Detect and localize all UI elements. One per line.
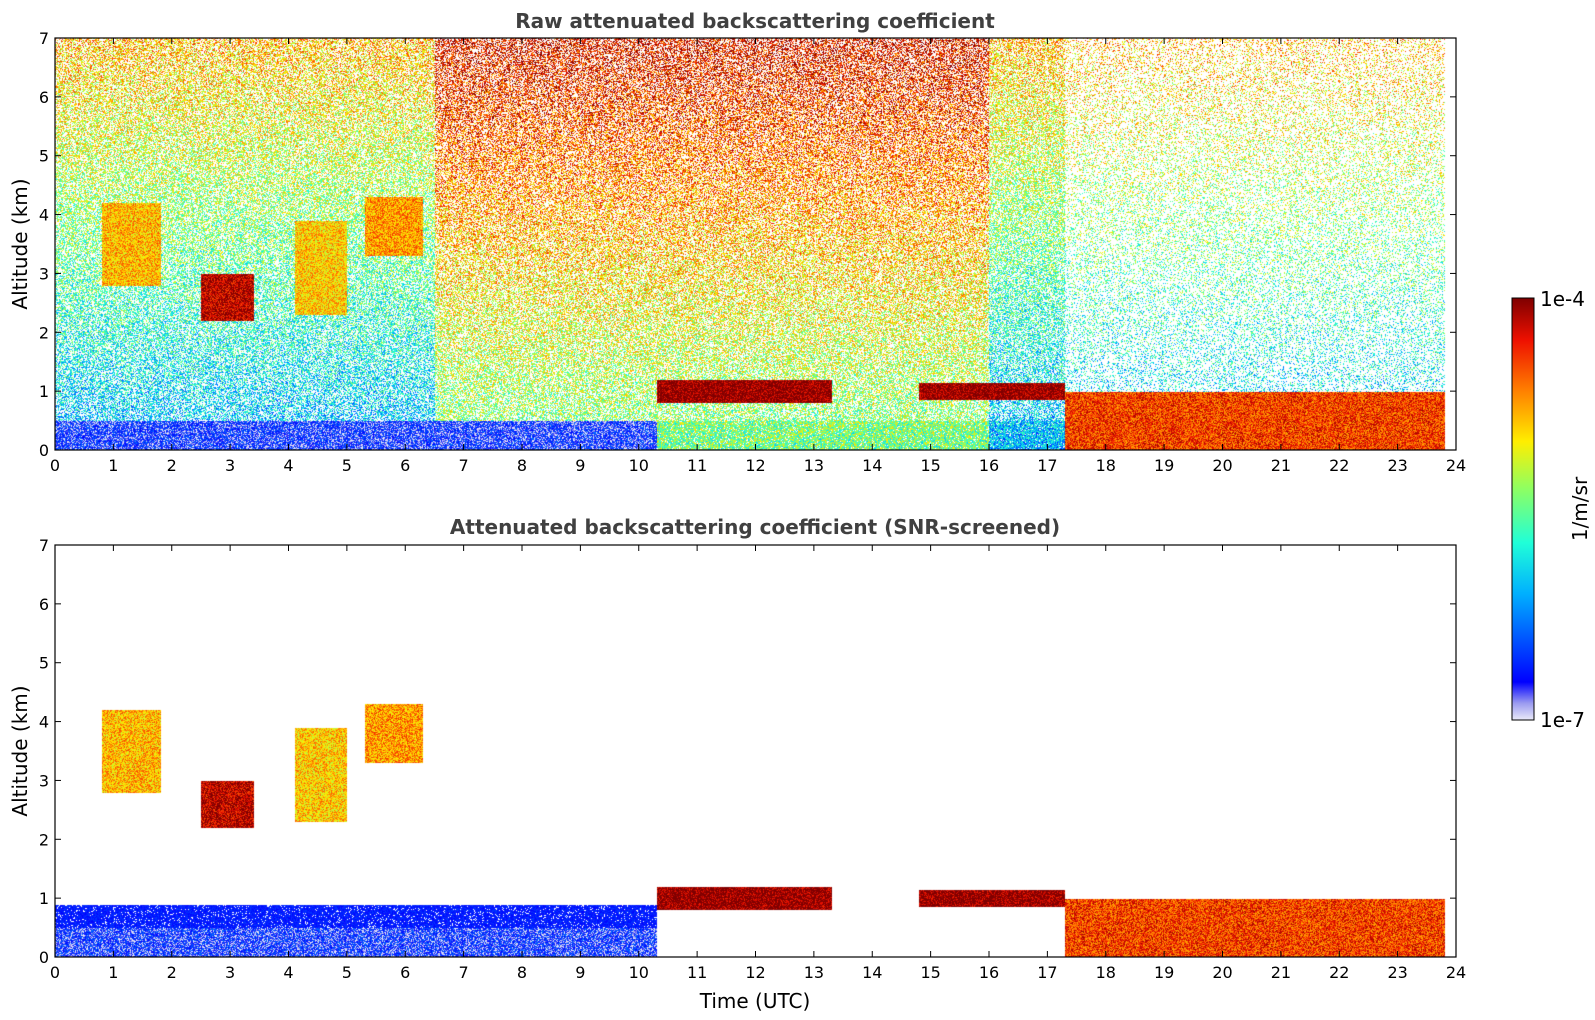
heatmap-image (55, 545, 1456, 957)
x-tick-label: 12 (745, 456, 765, 475)
x-tick-label: 22 (1329, 456, 1349, 475)
x-tick-label: 1 (108, 456, 118, 475)
x-tick-label: 8 (517, 456, 527, 475)
x-tick-label: 4 (283, 963, 293, 982)
x-tick-label: 2 (167, 963, 177, 982)
x-tick-label: 14 (862, 963, 882, 982)
colorbar-unit-label: 1/m/sr (1568, 476, 1592, 541)
x-tick-label: 16 (979, 963, 999, 982)
x-tick-label: 0 (50, 963, 60, 982)
y-tick-label: 0 (39, 441, 49, 460)
y-tick-label: 2 (39, 323, 49, 342)
x-tick-label: 24 (1446, 963, 1466, 982)
x-tick-label: 1 (108, 963, 118, 982)
raw-backscatter-panel: Raw attenuated backscattering coefficien… (8, 9, 1466, 475)
x-axis-label: Time (UTC) (699, 989, 811, 1013)
y-tick-label: 0 (39, 948, 49, 967)
x-tick-label: 23 (1387, 963, 1407, 982)
x-tick-label: 11 (687, 963, 707, 982)
y-axis-ticks: 0 1 2 3 4 5 6 7 (39, 536, 1456, 967)
x-tick-label: 10 (629, 456, 649, 475)
x-tick-label: 9 (575, 963, 585, 982)
x-tick-label: 20 (1212, 963, 1232, 982)
y-tick-label: 5 (39, 147, 49, 166)
y-tick-label: 4 (39, 206, 49, 225)
y-tick-label: 6 (39, 88, 49, 107)
x-tick-label: 18 (1096, 963, 1116, 982)
x-axis-ticks: 0 1 2 3 4 5 6 7 8 9 10 11 12 13 14 15 16 17 18 19 20 21 22 23 24 (50, 545, 1466, 982)
x-tick-label: 3 (225, 456, 235, 475)
y-axis-label: Altitude (km) (8, 685, 32, 816)
x-tick-label: 18 (1096, 456, 1116, 475)
x-tick-label: 20 (1212, 456, 1232, 475)
y-tick-label: 7 (39, 29, 49, 48)
x-tick-label: 2 (167, 456, 177, 475)
x-tick-label: 10 (629, 963, 649, 982)
heatmap-image (55, 38, 1456, 450)
x-tick-label: 9 (575, 456, 585, 475)
x-tick-label: 12 (745, 963, 765, 982)
y-axis-ticks: 0 1 2 3 4 5 6 7 (39, 29, 1456, 460)
x-tick-label: 6 (400, 456, 410, 475)
panel-title: Attenuated backscattering coefficient (S… (450, 515, 1060, 539)
x-tick-label: 24 (1446, 456, 1466, 475)
y-tick-label: 7 (39, 536, 49, 555)
x-tick-label: 15 (920, 456, 940, 475)
x-tick-label: 22 (1329, 963, 1349, 982)
x-tick-label: 15 (920, 963, 940, 982)
x-tick-label: 21 (1271, 456, 1291, 475)
x-tick-label: 4 (283, 456, 293, 475)
snr-screened-panel: Attenuated backscattering coefficient (S… (8, 515, 1466, 1013)
x-tick-label: 8 (517, 963, 527, 982)
y-tick-label: 1 (39, 382, 49, 401)
x-tick-label: 19 (1154, 456, 1174, 475)
x-tick-label: 19 (1154, 963, 1174, 982)
y-tick-label: 3 (39, 771, 49, 790)
x-tick-label: 21 (1271, 963, 1291, 982)
colorbar-gradient (1511, 297, 1535, 721)
x-tick-label: 11 (687, 456, 707, 475)
panel-title: Raw attenuated backscattering coefficien… (515, 9, 995, 33)
x-tick-label: 16 (979, 456, 999, 475)
x-tick-label: 5 (342, 963, 352, 982)
colorbar-max-label: 1e-4 (1540, 287, 1585, 311)
x-tick-label: 17 (1037, 456, 1057, 475)
x-tick-label: 5 (342, 456, 352, 475)
y-axis-label: Altitude (km) (8, 178, 32, 309)
x-axis-ticks: 0 1 2 3 4 5 6 7 8 9 10 11 12 13 14 15 16 17 18 19 20 21 22 23 24 (50, 38, 1466, 475)
colorbar-min-label: 1e-7 (1540, 708, 1585, 732)
x-tick-label: 23 (1387, 456, 1407, 475)
x-tick-label: 7 (459, 963, 469, 982)
x-tick-label: 17 (1037, 963, 1057, 982)
y-tick-label: 6 (39, 595, 49, 614)
x-tick-label: 7 (459, 456, 469, 475)
y-tick-label: 5 (39, 654, 49, 673)
x-tick-label: 13 (804, 456, 824, 475)
x-tick-label: 14 (862, 456, 882, 475)
y-tick-label: 3 (39, 264, 49, 283)
y-tick-label: 1 (39, 889, 49, 908)
x-tick-label: 6 (400, 963, 410, 982)
y-tick-label: 4 (39, 713, 49, 732)
x-tick-label: 0 (50, 456, 60, 475)
x-tick-label: 3 (225, 963, 235, 982)
colorbar: 1e-4 1e-7 1/m/sr (1511, 287, 1592, 732)
y-tick-label: 2 (39, 830, 49, 849)
x-tick-label: 13 (804, 963, 824, 982)
